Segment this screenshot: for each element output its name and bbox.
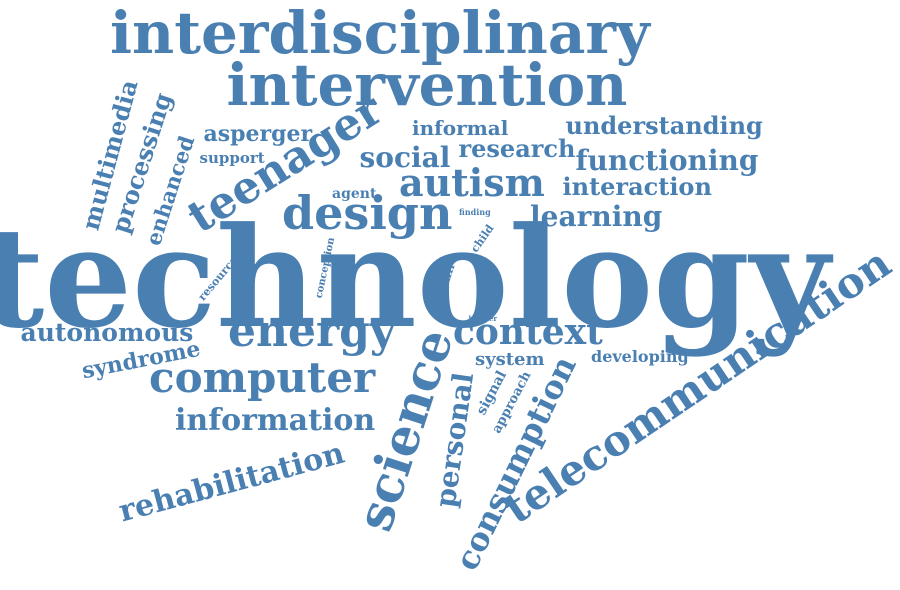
word-interdisciplinary: interdisciplinary xyxy=(110,0,650,67)
word-social: social xyxy=(359,141,451,174)
word-system: system xyxy=(475,349,545,370)
word-context: context xyxy=(453,311,603,353)
word-agent: agent xyxy=(332,186,377,202)
word-design: design xyxy=(282,186,453,240)
word-research: research xyxy=(458,134,576,163)
word-learner: learner xyxy=(468,313,498,323)
word-intervention: intervention xyxy=(226,51,628,119)
word-energy: energy xyxy=(228,306,396,357)
word-informal: informal xyxy=(412,116,509,140)
word-understanding: understanding xyxy=(565,111,763,140)
word-finding: finding xyxy=(459,207,491,217)
word-autism: autism xyxy=(399,160,545,205)
word-learning: learning xyxy=(530,200,663,233)
word-computer: computer xyxy=(149,353,376,402)
word-developing: developing xyxy=(591,347,689,366)
word-interaction: interaction xyxy=(562,172,712,201)
word-autonomous: autonomous xyxy=(20,317,194,347)
word-information: information xyxy=(175,403,376,438)
word-rehabilitation: rehabilitation xyxy=(115,435,349,530)
word-support: support xyxy=(199,148,265,167)
word-functioning: functioning xyxy=(575,144,759,177)
word-asperger: asperger xyxy=(203,121,313,147)
word-technology: technology xyxy=(0,196,830,359)
